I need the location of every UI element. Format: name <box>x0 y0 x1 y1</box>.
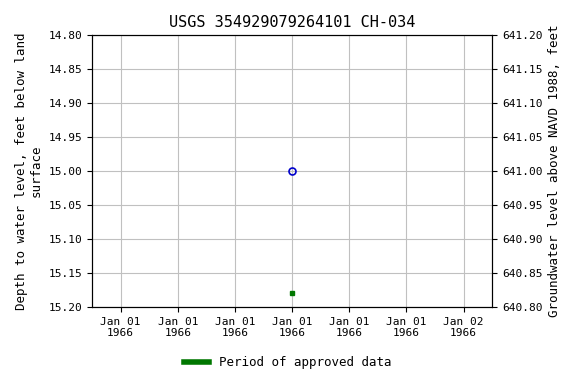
Legend: Period of approved data: Period of approved data <box>179 351 397 374</box>
Y-axis label: Depth to water level, feet below land
surface: Depth to water level, feet below land su… <box>15 32 43 310</box>
Y-axis label: Groundwater level above NAVD 1988, feet: Groundwater level above NAVD 1988, feet <box>548 25 561 318</box>
Title: USGS 354929079264101 CH-034: USGS 354929079264101 CH-034 <box>169 15 415 30</box>
